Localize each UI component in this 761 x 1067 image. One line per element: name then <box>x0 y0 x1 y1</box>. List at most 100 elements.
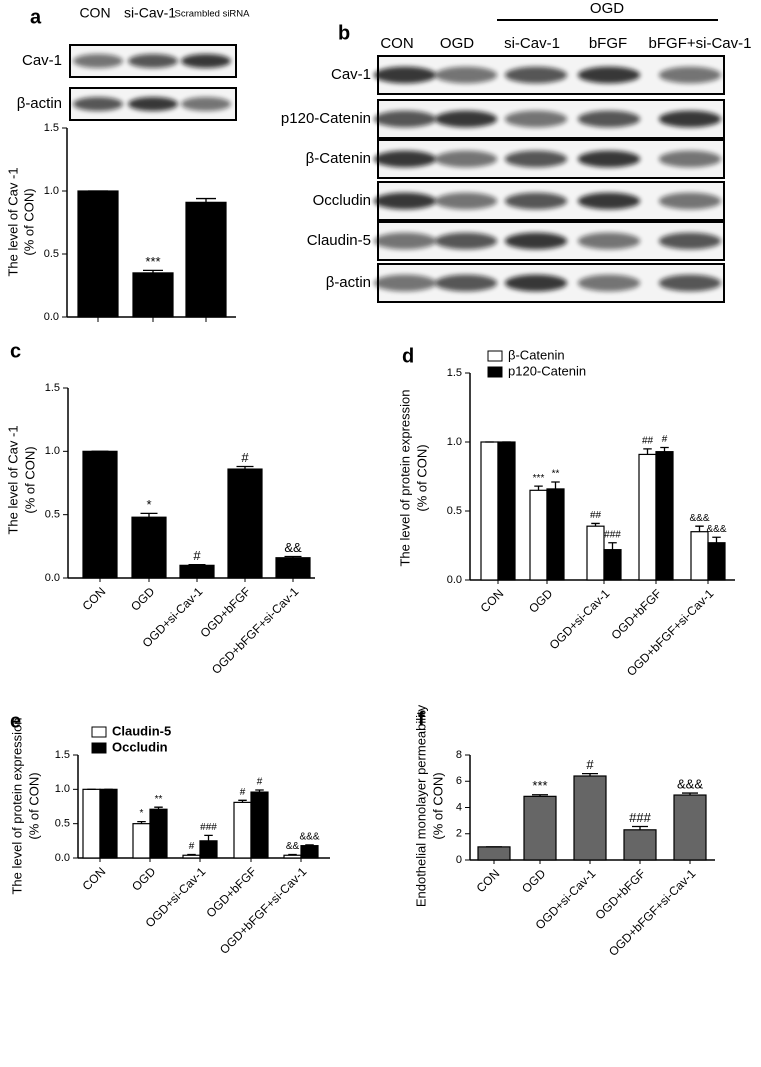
y-tick-label: 1.5 <box>44 122 59 134</box>
column-label: si-Cav-1 <box>504 35 560 52</box>
y-tick-label: 4 <box>456 801 462 813</box>
error-bar <box>534 485 543 491</box>
y-axis-label: (% of CON) <box>21 188 36 255</box>
annotation: ### <box>629 810 651 825</box>
y-tick-label: 1.0 <box>447 436 462 448</box>
band <box>434 150 498 168</box>
bar <box>99 788 118 859</box>
band <box>658 274 722 292</box>
band <box>504 274 568 292</box>
x-tick-label: OGD+bFGF+si-Cav-1 <box>209 584 302 677</box>
y-tick-label: 0.5 <box>45 509 60 521</box>
bar <box>77 190 119 318</box>
error-bar <box>238 799 247 803</box>
bar <box>233 801 252 859</box>
band <box>128 53 178 69</box>
panel-label: b <box>338 22 350 44</box>
y-tick-label: 0.0 <box>44 311 59 323</box>
y-axis-label: (% of CON) <box>414 444 429 511</box>
annotation: # <box>586 757 594 772</box>
error-bar <box>188 564 206 566</box>
error-bar <box>143 269 163 273</box>
band <box>658 150 722 168</box>
band <box>73 96 123 112</box>
bar <box>185 201 227 318</box>
row-label: β-actin <box>326 274 371 291</box>
y-axis-label: The level of protein expression <box>9 717 24 894</box>
annotation: &&& <box>677 777 703 792</box>
row-label: p120-Catenin <box>281 110 371 127</box>
annotation: && <box>286 841 300 852</box>
error-bar <box>255 789 264 793</box>
band <box>434 232 498 250</box>
bar <box>638 453 657 581</box>
band <box>504 110 568 128</box>
error-bar <box>305 844 314 846</box>
column-label: CON <box>380 35 413 52</box>
group-label: OGD <box>590 0 624 17</box>
annotation: ### <box>200 822 217 833</box>
bar <box>132 823 151 859</box>
band <box>373 66 437 84</box>
bar <box>480 441 499 581</box>
x-tick-label: Scrambled siRNA <box>175 9 251 20</box>
error-bar <box>532 794 548 797</box>
band <box>504 232 568 250</box>
annotation: # <box>240 787 246 798</box>
x-tick-label: OGD+bFGF+si-Cav-1 <box>217 864 310 957</box>
y-tick-label: 0.0 <box>55 852 70 864</box>
error-bar <box>660 446 669 452</box>
bar <box>82 450 118 579</box>
bar <box>250 791 269 859</box>
error-bar <box>682 792 698 796</box>
bar <box>132 272 174 318</box>
column-label: OGD <box>440 35 474 52</box>
annotation: # <box>257 777 263 788</box>
band <box>504 192 568 210</box>
annotation: &&& <box>299 832 319 843</box>
column-label: bFGF <box>589 35 627 52</box>
bar <box>477 846 511 861</box>
band <box>577 110 641 128</box>
x-tick-label: si-Cav-1 <box>124 5 176 21</box>
bar <box>586 525 605 581</box>
annotation: * <box>140 808 144 819</box>
band <box>504 150 568 168</box>
x-tick-label: CON <box>80 584 109 613</box>
bar <box>182 854 201 859</box>
annotation: &&& <box>689 513 709 524</box>
y-tick-label: 1.0 <box>55 783 70 795</box>
y-tick-label: 0.0 <box>45 572 60 584</box>
row-label: β-actin <box>17 95 62 112</box>
column-label: bFGF+si-Cav-1 <box>649 35 752 52</box>
bar <box>149 808 168 859</box>
annotation: &&& <box>706 524 726 535</box>
band <box>373 110 437 128</box>
error-bar <box>582 772 598 776</box>
band <box>577 66 641 84</box>
y-tick-label: 1.5 <box>55 749 70 761</box>
annotation: # <box>189 841 195 852</box>
error-bar <box>140 512 158 518</box>
annotation: * <box>146 497 151 512</box>
annotation: ### <box>604 529 621 540</box>
x-tick-label: CON <box>474 866 503 895</box>
legend-label: β-Catenin <box>508 347 565 362</box>
x-tick-label: OGD+bFGF+si-Cav-1 <box>624 586 717 679</box>
panel-label: f <box>418 708 425 730</box>
annotation: # <box>241 450 249 465</box>
bar <box>227 468 263 579</box>
band <box>434 66 498 84</box>
band <box>181 53 231 69</box>
legend-label: p120-Catenin <box>508 363 586 378</box>
error-bar <box>695 525 704 532</box>
band <box>128 96 178 112</box>
band <box>373 274 437 292</box>
error-bar <box>551 481 560 489</box>
row-label: Occludin <box>313 192 371 209</box>
band <box>577 274 641 292</box>
error-bar <box>591 522 600 527</box>
bar <box>283 854 302 859</box>
bar <box>573 775 607 861</box>
